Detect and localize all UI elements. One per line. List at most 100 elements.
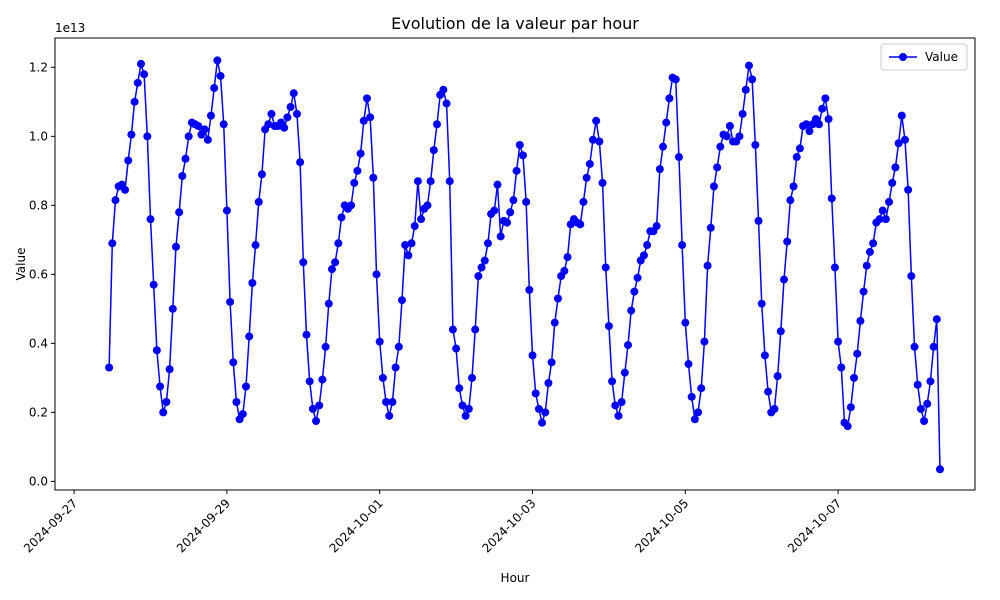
data-point bbox=[617, 398, 626, 407]
data-point bbox=[585, 159, 594, 168]
data-point bbox=[544, 379, 553, 388]
data-point bbox=[130, 97, 139, 106]
data-point bbox=[280, 123, 289, 132]
data-point bbox=[751, 140, 760, 149]
data-point bbox=[525, 285, 534, 294]
data-point bbox=[121, 185, 130, 194]
data-point bbox=[216, 71, 225, 80]
data-point bbox=[620, 368, 629, 377]
data-point bbox=[455, 384, 464, 393]
data-point bbox=[267, 109, 276, 118]
data-point bbox=[748, 75, 757, 84]
data-point bbox=[608, 377, 617, 386]
data-point bbox=[429, 146, 438, 155]
data-point bbox=[716, 142, 725, 151]
data-point bbox=[687, 392, 696, 401]
data-point bbox=[509, 196, 518, 205]
data-point bbox=[725, 121, 734, 130]
data-point bbox=[633, 273, 642, 282]
data-point bbox=[347, 201, 356, 210]
data-point bbox=[391, 363, 400, 372]
data-point bbox=[764, 387, 773, 396]
data-point bbox=[397, 296, 406, 305]
legend-marker bbox=[899, 53, 907, 61]
data-point bbox=[448, 325, 457, 334]
data-point bbox=[770, 404, 779, 413]
data-point bbox=[932, 315, 941, 324]
data-point bbox=[264, 120, 273, 129]
data-point bbox=[674, 153, 683, 162]
data-point bbox=[506, 208, 515, 217]
data-point bbox=[305, 377, 314, 386]
y-tick-label: 0.8 bbox=[29, 198, 48, 212]
data-point bbox=[334, 239, 343, 248]
data-point bbox=[162, 398, 171, 407]
data-point bbox=[480, 256, 489, 265]
data-point bbox=[200, 125, 209, 134]
data-point bbox=[468, 373, 477, 382]
data-point bbox=[907, 272, 916, 281]
data-point bbox=[878, 206, 887, 215]
data-point bbox=[659, 142, 668, 151]
data-point bbox=[226, 297, 235, 306]
data-point bbox=[846, 403, 855, 412]
data-point bbox=[292, 109, 301, 118]
data-point bbox=[464, 404, 473, 413]
data-point bbox=[547, 358, 556, 367]
y-tick-label: 0.4 bbox=[29, 336, 48, 350]
data-point bbox=[242, 382, 251, 391]
data-point bbox=[388, 398, 397, 407]
data-point bbox=[652, 222, 661, 231]
data-point bbox=[795, 144, 804, 153]
y-tick-label: 0.6 bbox=[29, 267, 48, 281]
data-point bbox=[553, 294, 562, 303]
data-point bbox=[576, 220, 585, 229]
data-point bbox=[881, 215, 890, 224]
y-tick-label: 1.0 bbox=[29, 129, 48, 143]
data-point bbox=[706, 223, 715, 232]
data-point bbox=[108, 239, 117, 248]
data-point bbox=[238, 410, 247, 419]
data-point bbox=[916, 404, 925, 413]
data-point bbox=[283, 113, 292, 122]
data-point bbox=[308, 404, 317, 413]
data-point bbox=[156, 382, 165, 391]
data-point bbox=[604, 322, 613, 331]
data-point bbox=[375, 337, 384, 346]
data-point bbox=[665, 94, 674, 103]
data-point bbox=[124, 156, 133, 165]
data-point bbox=[152, 346, 161, 355]
data-point bbox=[426, 177, 435, 186]
data-point bbox=[251, 241, 260, 250]
data-point bbox=[219, 120, 228, 129]
data-point bbox=[302, 330, 311, 339]
data-point bbox=[331, 258, 340, 267]
data-point bbox=[168, 304, 177, 313]
data-point bbox=[913, 380, 922, 389]
data-point bbox=[385, 411, 394, 420]
data-point bbox=[824, 115, 833, 124]
data-point bbox=[843, 422, 852, 431]
data-point bbox=[929, 342, 938, 351]
data-point bbox=[315, 401, 324, 410]
data-point bbox=[312, 416, 321, 425]
data-point bbox=[337, 213, 346, 222]
data-point bbox=[709, 182, 718, 191]
data-point bbox=[735, 132, 744, 141]
data-point bbox=[703, 261, 712, 270]
data-point bbox=[356, 149, 365, 158]
data-point bbox=[528, 351, 537, 360]
data-point bbox=[417, 215, 426, 224]
data-point bbox=[601, 263, 610, 272]
data-point bbox=[904, 185, 913, 194]
data-point bbox=[423, 201, 432, 210]
data-point bbox=[452, 344, 461, 353]
data-point bbox=[935, 465, 944, 474]
data-point bbox=[722, 132, 731, 141]
data-point bbox=[684, 360, 693, 369]
data-point bbox=[378, 373, 387, 382]
data-point bbox=[805, 127, 814, 136]
data-point bbox=[410, 222, 419, 231]
